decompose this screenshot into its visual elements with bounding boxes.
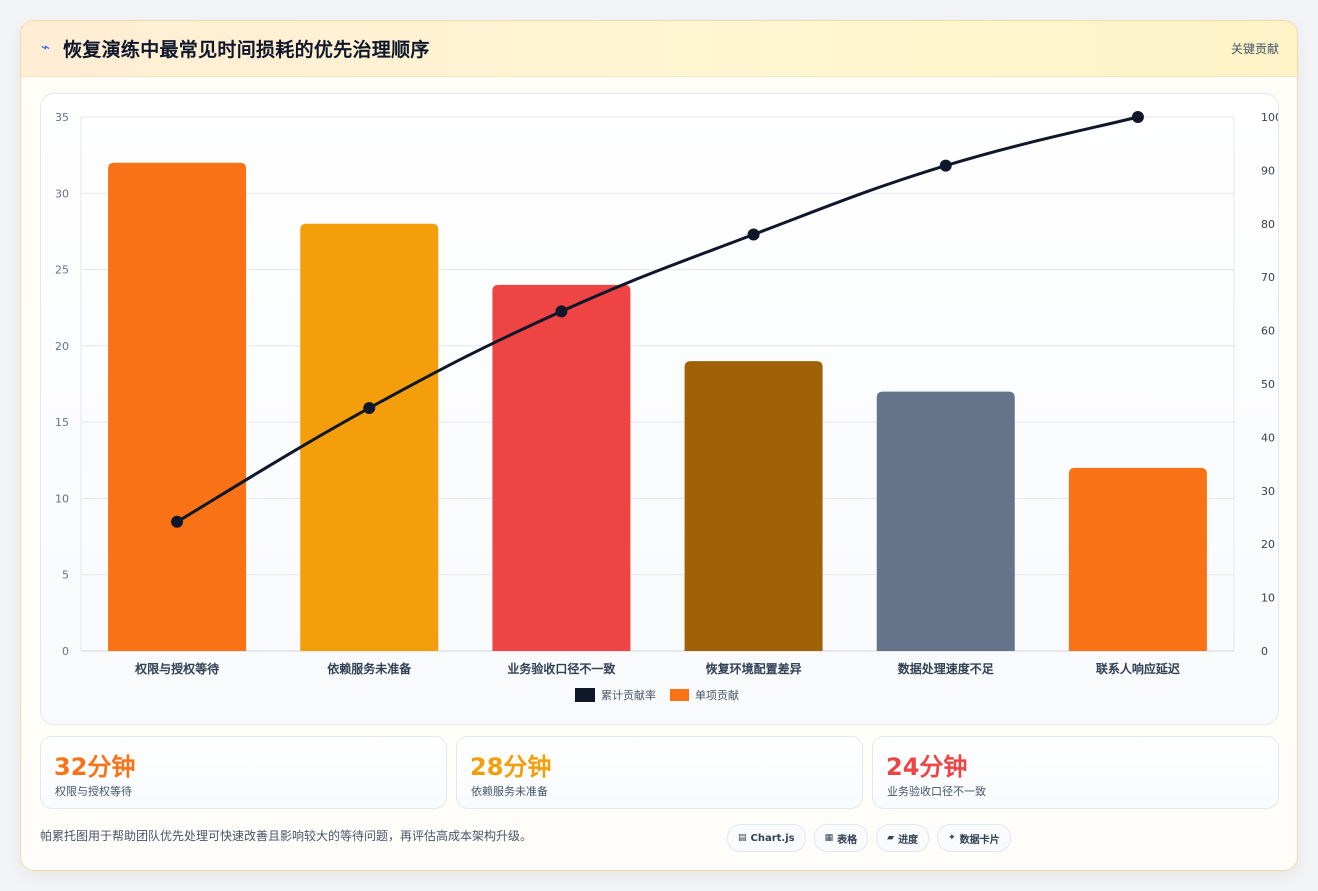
y-right-tick-label: 0 (1261, 645, 1268, 658)
chip-label: 表格 (837, 834, 858, 846)
chip-label: 数据卡片 (959, 834, 1000, 846)
stat-card-2: 28分钟 依赖服务未准备 (456, 736, 863, 809)
card-header: ⌁ 恢复演练中最常见时间损耗的优先治理顺序 关键贡献 (21, 21, 1297, 77)
bar (300, 223, 439, 652)
table-icon: ▦ (824, 833, 834, 843)
chip-data-card[interactable]: ✦ 数据卡片 (937, 824, 1011, 852)
y-right-tick-label: 100 (1261, 111, 1278, 124)
stat-label-1: 权限与授权等待 (55, 785, 132, 798)
y-left-tick-label: 5 (62, 569, 69, 582)
page-title: 恢复演练中最常见时间损耗的优先治理顺序 (63, 39, 430, 61)
y-left-tick-label: 0 (62, 645, 69, 658)
y-right-tick-label: 80 (1261, 218, 1275, 231)
x-category-label: 依赖服务未准备 (327, 661, 412, 676)
cumulative-line (176, 115, 1139, 524)
y-left-tick-label: 35 (55, 111, 69, 124)
chart-icon: ▤ (738, 833, 747, 843)
cumulative-point (939, 159, 952, 172)
key-contribution-badge: 关键贡献 (1230, 42, 1279, 56)
bar (108, 162, 247, 651)
sparkle-icon: ✦ (948, 833, 956, 843)
cumulative-point (1131, 111, 1144, 123)
lightning-icon: ⌁ (41, 38, 51, 56)
x-category-label: 权限与授权等待 (134, 661, 219, 676)
x-category-label: 数据处理速度不足 (898, 661, 994, 676)
chip-table[interactable]: ▦ 表格 (813, 824, 869, 852)
bar (876, 391, 1015, 651)
bar (1068, 467, 1207, 651)
chip-progress[interactable]: ▰ 进度 (876, 824, 930, 852)
chip-label: Chart.js (750, 832, 795, 844)
stat-value-2: 28分钟 (470, 753, 552, 781)
legend-label-cumulative: 累计贡献率 (601, 688, 656, 702)
legend-swatch-cumulative (575, 688, 595, 702)
stat-value-1: 32分钟 (54, 753, 136, 781)
y-left-tick-label: 25 (55, 264, 69, 277)
pareto-chart: 0 5 10 15 20 25 30 35 0 10 20 30 40 50 60 70 80 90 100 权限与授… (55, 111, 1278, 702)
cumulative-point (363, 402, 376, 415)
stat-card-1: 32分钟 权限与授权等待 (40, 736, 447, 809)
stat-label-3: 业务验收口径不一致 (887, 785, 986, 798)
chart-footnote: 帕累托图用于帮助团队优先处理可快速改善且影响较大的等待问题，再评估高成本架构升级… (40, 829, 533, 843)
dashboard-card: ⌁ 恢复演练中最常见时间损耗的优先治理顺序 关键贡献 0 5 10 15 20 25 30 3… (20, 20, 1298, 871)
bar (492, 284, 631, 651)
bar (684, 361, 823, 651)
x-category-label: 业务验收口径不一致 (507, 661, 616, 676)
y-right-tick-label: 30 (1261, 485, 1275, 498)
y-right-tick-label: 20 (1261, 538, 1275, 551)
chip-chartjs[interactable]: ▤ Chart.js (727, 824, 806, 852)
y-left-tick-label: 20 (55, 340, 69, 353)
y-right-tick-label: 90 (1261, 164, 1275, 177)
y-left-tick-label: 30 (55, 187, 69, 200)
progress-icon: ▰ (887, 833, 895, 843)
x-category-label: 联系人响应延迟 (1096, 661, 1180, 676)
legend-label-single: 单项贡献 (695, 688, 739, 702)
y-left-tick-label: 10 (55, 492, 69, 505)
y-right-tick-label: 50 (1261, 378, 1275, 391)
chip-label: 进度 (898, 834, 919, 846)
feature-chips: ▤ Chart.js ▦ 表格 ▰ 进度 ✦ 数据卡片 (727, 824, 1011, 852)
x-category-label: 恢复环境配置差异 (706, 661, 802, 676)
cumulative-point (171, 515, 184, 528)
stat-card-3: 24分钟 业务验收口径不一致 (872, 736, 1279, 809)
stat-label-2: 依赖服务未准备 (471, 785, 548, 798)
y-right-tick-label: 40 (1261, 431, 1275, 444)
y-right-tick-label: 60 (1261, 325, 1275, 338)
y-right-tick-label: 70 (1261, 271, 1275, 284)
legend-swatch-single (670, 689, 689, 701)
cumulative-point (747, 228, 760, 241)
cumulative-point (555, 305, 568, 318)
pareto-chart-panel: 0 5 10 15 20 25 30 35 0 10 20 30 40 50 60 70 80 90 100 权限与授… (40, 93, 1279, 725)
y-right-tick-label: 10 (1261, 592, 1275, 605)
stat-value-3: 24分钟 (886, 753, 968, 781)
y-left-tick-label: 15 (55, 416, 69, 429)
